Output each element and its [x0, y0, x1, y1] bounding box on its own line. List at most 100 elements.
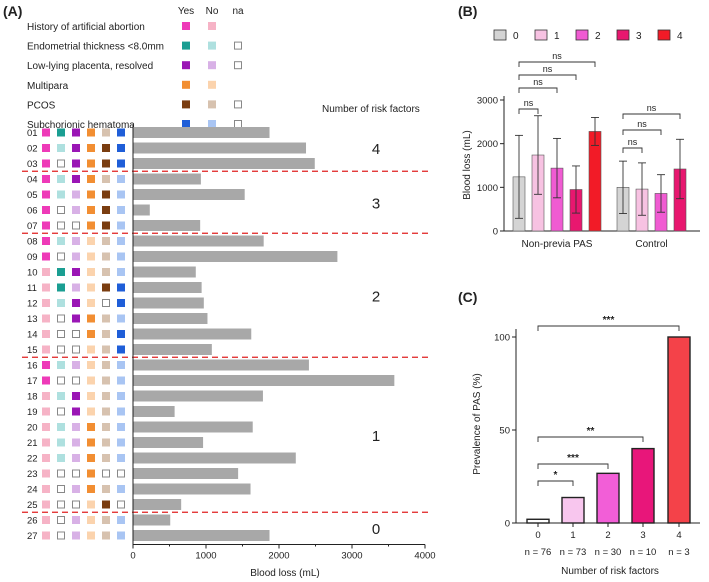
case-id-label: 23	[27, 469, 38, 480]
factor-no-square	[72, 531, 80, 540]
legend-no-swatch	[208, 41, 216, 50]
factor-no-square	[102, 128, 110, 137]
factor-no-square	[102, 516, 110, 524]
factor-no-square	[102, 175, 110, 183]
case-id-label: 25	[27, 500, 38, 511]
case-id-label: 09	[27, 252, 38, 263]
significance-label: ***	[567, 453, 579, 464]
significance-label: ns	[647, 103, 657, 113]
significance-bracket	[518, 87, 558, 93]
factor-na-square	[57, 252, 65, 261]
blood-loss-bar	[133, 142, 307, 154]
factor-yes-square	[42, 361, 50, 369]
legend-yes-swatch	[182, 61, 190, 70]
significance-bracket	[537, 325, 680, 331]
factor-yes-square	[102, 283, 110, 292]
legend-no-swatch	[208, 120, 216, 128]
factor-no-square	[42, 469, 50, 478]
blood-loss-bar	[133, 313, 208, 324]
category-label: Non-previa PAS	[522, 239, 593, 250]
x-tick-label: 1000	[195, 551, 216, 562]
factor-na-square	[57, 469, 65, 478]
factor-yes-square	[102, 500, 110, 509]
blood-loss-bar	[133, 468, 239, 479]
x-tick-label: 3	[640, 530, 645, 541]
factor-na-square	[57, 376, 65, 385]
factor-yes-square	[87, 159, 95, 168]
panel-c-x-label: Number of risk factors	[561, 566, 659, 577]
factor-na-square	[72, 345, 80, 354]
y-tick-label: 3000	[477, 96, 498, 107]
blood-loss-bar	[133, 452, 296, 464]
factor-no-square	[42, 516, 50, 524]
blood-loss-bar	[133, 483, 251, 495]
factor-yes-square	[72, 407, 80, 416]
factor-yes-square	[72, 175, 80, 183]
legend-no-swatch	[208, 80, 216, 89]
factor-no-square	[87, 299, 95, 307]
blood-loss-bar	[133, 437, 204, 448]
legend-group-swatch	[616, 29, 630, 41]
factor-no-square	[117, 516, 125, 524]
factor-yes-square	[57, 283, 65, 292]
factor-no-square	[87, 252, 95, 261]
legend-factor-label: Subchorionic hematoma	[27, 120, 135, 131]
factor-no-square	[42, 531, 50, 540]
factor-no-square	[42, 392, 50, 400]
factor-no-square	[102, 268, 110, 276]
x-tick-label: 2	[605, 530, 610, 541]
factor-no-square	[57, 299, 65, 307]
case-id-label: 21	[27, 438, 38, 449]
panel-b-y-label: Blood loss (mL)	[462, 130, 473, 199]
sample-size-label: n = 10	[630, 547, 657, 558]
legend-group-label: 3	[636, 31, 642, 42]
blood-loss-bar	[133, 421, 253, 433]
significance-bracket	[622, 113, 681, 119]
blood-loss-bar	[133, 173, 201, 185]
factor-no-square	[87, 268, 95, 276]
factor-no-square	[102, 438, 110, 447]
factor-no-square	[87, 283, 95, 292]
y-tick-label: 2000	[477, 139, 498, 150]
factor-na-square	[72, 330, 80, 338]
blood-loss-bar	[133, 266, 196, 278]
blood-loss-bar	[133, 189, 245, 200]
factor-yes-square	[42, 190, 50, 199]
significance-label: ns	[637, 119, 647, 129]
factor-na-square	[117, 469, 125, 478]
significance-bracket	[537, 480, 574, 486]
legend-group-label: 4	[677, 31, 683, 42]
legend-no-swatch	[208, 100, 216, 109]
legend-group-swatch	[493, 29, 507, 41]
risk-count-label: 0	[372, 521, 380, 538]
legend-no-swatch	[208, 61, 216, 70]
case-id-label: 16	[27, 361, 38, 372]
factor-na-square	[57, 314, 65, 323]
factor-no-square	[72, 190, 80, 199]
factor-yes-square	[117, 159, 125, 168]
factor-no-square	[117, 221, 125, 230]
sample-size-label: n = 76	[525, 547, 552, 558]
case-id-label: 06	[27, 206, 38, 217]
blood-loss-bar	[133, 499, 182, 510]
factor-yes-square	[72, 128, 80, 137]
factor-yes-square	[117, 345, 125, 354]
factor-no-square	[57, 423, 65, 431]
legend-factor-label: Endometrial thickness <8.0mm	[27, 42, 164, 53]
factor-no-square	[42, 438, 50, 447]
blood-loss-bar	[133, 530, 270, 541]
factor-na-square	[102, 469, 110, 478]
factor-yes-square	[57, 128, 65, 137]
case-id-label: 18	[27, 392, 38, 403]
panel-a-x-label: Blood loss (mL)	[250, 568, 319, 579]
factor-yes-square	[42, 252, 50, 261]
legend-factor-label: PCOS	[27, 100, 56, 111]
panel-c-letter: (C)	[458, 289, 477, 305]
significance-label: ***	[603, 315, 615, 326]
factor-yes-square	[87, 190, 95, 199]
legend-yes-swatch	[182, 41, 190, 50]
factor-no-square	[102, 454, 110, 462]
factor-no-square	[72, 237, 80, 245]
significance-label: **	[587, 426, 595, 437]
